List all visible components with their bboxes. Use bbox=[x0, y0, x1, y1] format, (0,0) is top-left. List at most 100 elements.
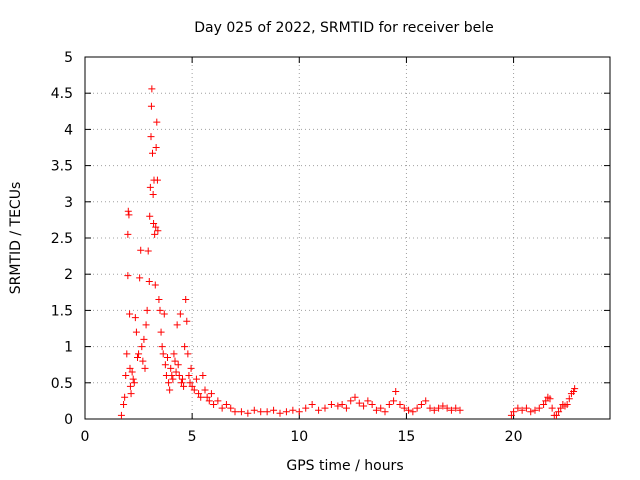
data-point bbox=[360, 402, 368, 410]
x-tick-label: 10 bbox=[290, 429, 308, 445]
data-point bbox=[166, 386, 174, 394]
data-point bbox=[142, 321, 150, 329]
data-point bbox=[147, 133, 155, 141]
data-point bbox=[155, 296, 163, 304]
y-tick-label: 5 bbox=[64, 50, 73, 66]
y-tick-label: 0.5 bbox=[51, 376, 73, 392]
data-point bbox=[153, 118, 161, 126]
data-point bbox=[334, 402, 342, 410]
data-point bbox=[130, 379, 138, 387]
data-point bbox=[514, 404, 522, 412]
data-point bbox=[377, 404, 385, 412]
data-point bbox=[385, 401, 393, 409]
data-point bbox=[214, 397, 222, 405]
data-point bbox=[222, 401, 230, 409]
data-point bbox=[148, 85, 156, 93]
data-point bbox=[121, 393, 129, 401]
data-point bbox=[571, 385, 579, 393]
data-point bbox=[195, 390, 203, 398]
data-point bbox=[295, 408, 303, 416]
data-point bbox=[555, 408, 563, 416]
data-point bbox=[124, 230, 132, 238]
y-tick-label: 4.5 bbox=[51, 86, 73, 102]
data-point bbox=[131, 314, 139, 322]
data-point bbox=[138, 343, 146, 351]
data-point bbox=[355, 399, 363, 407]
data-point bbox=[552, 411, 560, 419]
data-point bbox=[123, 350, 131, 358]
data-point bbox=[390, 397, 398, 405]
data-point bbox=[187, 364, 195, 372]
data-point bbox=[139, 357, 147, 365]
axis-ticks: 0 5 10 15 20 0 0.5 1 1.5 2 2.5 3 3.5 4 4.5 5 bbox=[51, 50, 610, 445]
data-point bbox=[190, 386, 198, 394]
data-point bbox=[430, 406, 438, 414]
data-point bbox=[210, 401, 218, 409]
data-point bbox=[170, 350, 178, 358]
data-point bbox=[124, 207, 132, 215]
data-point bbox=[396, 401, 404, 409]
data-point bbox=[179, 375, 186, 383]
data-point bbox=[165, 379, 173, 387]
data-point bbox=[141, 364, 149, 372]
y-tick-label: 2.5 bbox=[51, 231, 73, 247]
data-point bbox=[125, 211, 133, 219]
data-point bbox=[183, 317, 191, 325]
data-point bbox=[540, 401, 548, 409]
data-point bbox=[364, 397, 372, 405]
data-point bbox=[149, 191, 157, 199]
y-tick-label: 1 bbox=[64, 340, 73, 356]
data-point bbox=[153, 176, 161, 184]
data-point bbox=[276, 409, 284, 417]
data-point bbox=[452, 404, 460, 412]
data-point bbox=[169, 375, 177, 383]
data-point bbox=[127, 390, 135, 398]
data-point bbox=[565, 395, 573, 403]
data-point bbox=[518, 406, 526, 414]
data-point bbox=[168, 372, 176, 380]
data-point bbox=[531, 406, 539, 414]
data-point bbox=[342, 404, 350, 412]
data-point bbox=[158, 343, 166, 351]
data-point bbox=[257, 408, 265, 416]
data-point bbox=[244, 409, 252, 417]
data-point bbox=[154, 227, 162, 235]
data-point bbox=[173, 321, 181, 329]
y-tick-label: 3 bbox=[64, 195, 73, 211]
data-point bbox=[417, 401, 425, 409]
data-point bbox=[527, 408, 535, 416]
data-point bbox=[270, 406, 278, 414]
data-points bbox=[117, 85, 579, 419]
data-point bbox=[120, 401, 128, 409]
data-point bbox=[510, 408, 518, 416]
data-point bbox=[218, 404, 226, 412]
data-point bbox=[542, 397, 550, 405]
data-point bbox=[186, 379, 194, 387]
data-point bbox=[132, 328, 140, 336]
data-point bbox=[447, 406, 455, 414]
data-point bbox=[164, 353, 171, 361]
data-point bbox=[308, 401, 316, 409]
data-point bbox=[263, 408, 271, 416]
data-point bbox=[207, 390, 215, 398]
data-point bbox=[422, 397, 430, 405]
data-point bbox=[327, 401, 335, 409]
data-point bbox=[535, 404, 543, 412]
data-point bbox=[435, 404, 443, 412]
data-point bbox=[557, 404, 565, 412]
data-point bbox=[372, 406, 380, 414]
x-tick-label: 5 bbox=[188, 429, 197, 445]
data-point bbox=[185, 372, 193, 380]
data-point bbox=[237, 408, 245, 416]
data-point bbox=[413, 404, 421, 412]
data-point bbox=[203, 393, 211, 401]
data-point bbox=[282, 408, 290, 416]
data-point bbox=[227, 404, 235, 412]
data-point bbox=[177, 379, 185, 387]
data-point bbox=[302, 404, 310, 412]
y-tick-label: 4 bbox=[64, 122, 73, 138]
data-point bbox=[176, 310, 184, 318]
data-point bbox=[151, 230, 159, 238]
data-point bbox=[126, 310, 134, 318]
